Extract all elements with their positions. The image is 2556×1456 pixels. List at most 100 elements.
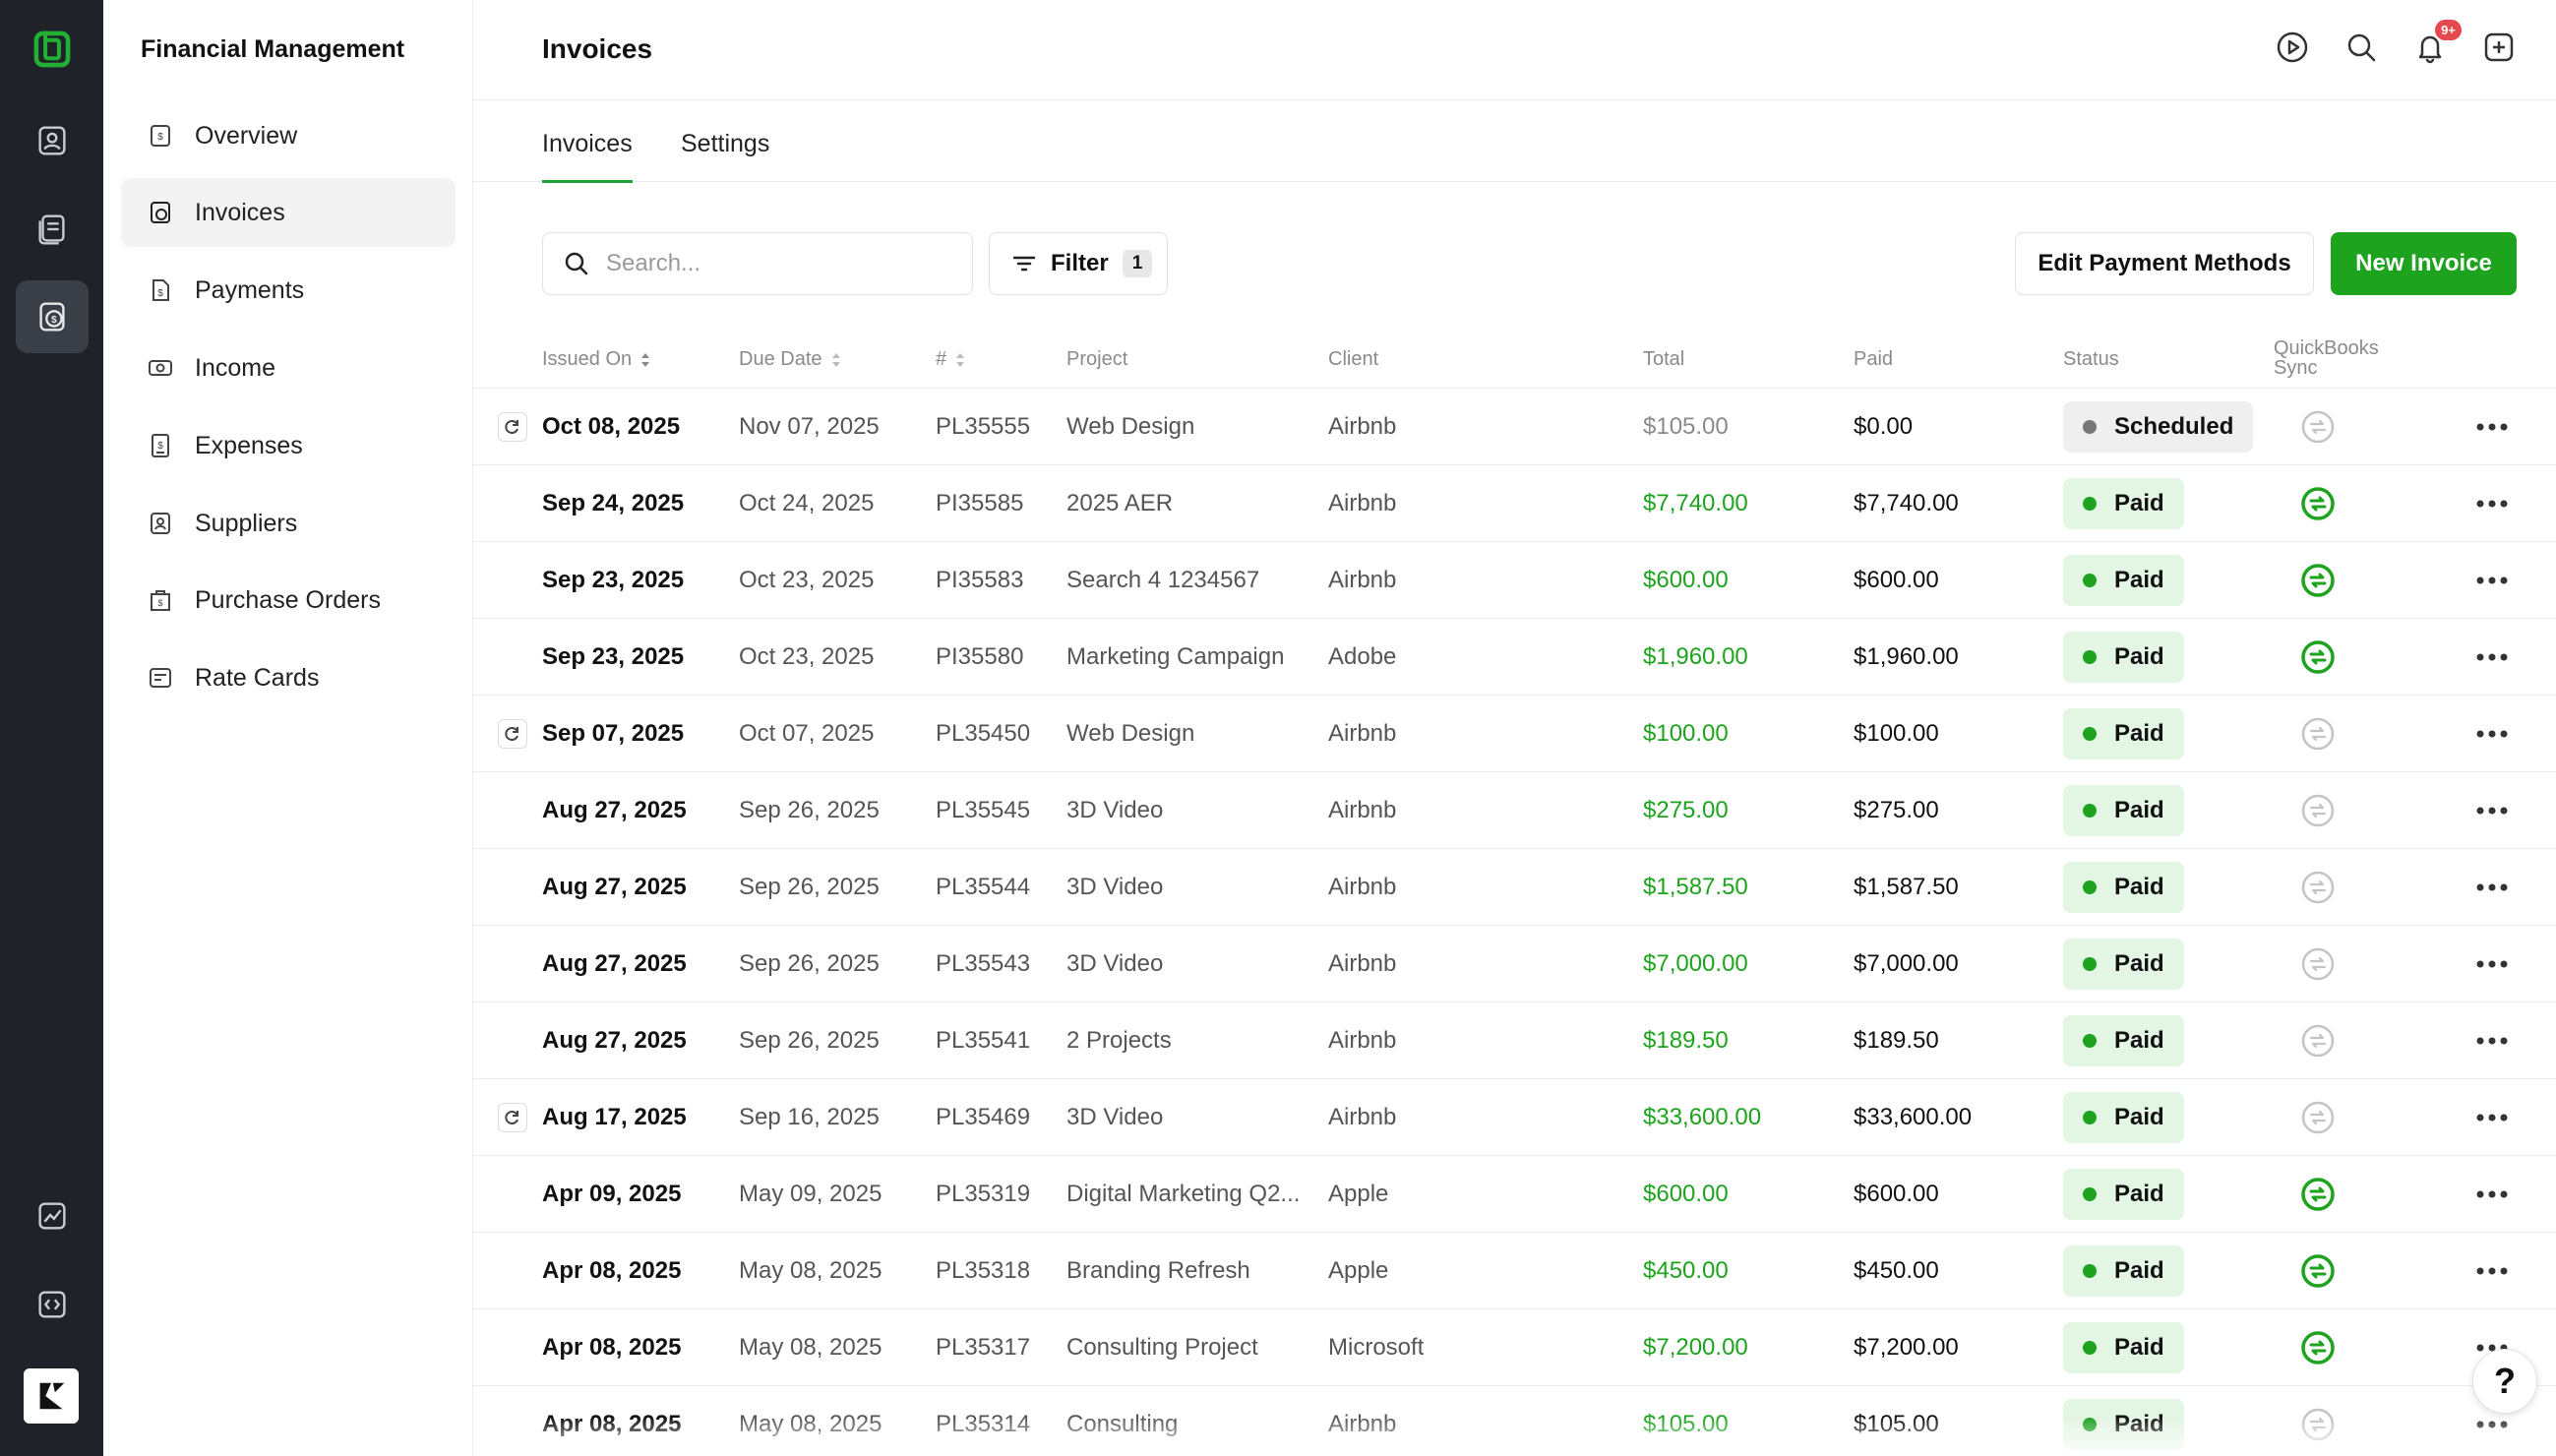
cell-project: Search 4 1234567 [1066,567,1260,593]
notification-bell-icon[interactable]: 9+ [2412,20,2462,65]
sidebar-item-invoices[interactable]: Invoices [121,178,456,247]
status-badge: Paid [2063,708,2184,759]
more-options-icon[interactable] [2475,926,2509,1002]
cell-paid: $7,000.00 [1854,950,1959,977]
table-row[interactable]: Aug 27, 2025 Sep 26, 2025 PL35541 2 Project… [473,1002,2556,1079]
column-total: Total [1643,348,1685,370]
column-due-date[interactable]: Due Date [739,348,842,371]
more-options-icon[interactable] [2475,696,2509,772]
sidebar-item-purchase-orders[interactable]: $ Purchase Orders [121,566,456,635]
more-options-icon[interactable] [2475,1079,2509,1156]
cell-paid: $275.00 [1854,797,1939,823]
table-row[interactable]: Sep 23, 2025 Oct 23, 2025 PI35583 Search 4 … [473,542,2556,619]
quickbooks-sync-icon[interactable] [2283,1079,2352,1156]
more-options-icon[interactable] [2475,465,2509,542]
tab-settings[interactable]: Settings [681,130,770,157]
sidebar-item-expenses[interactable]: $ Expenses [121,411,456,480]
cell-due-date: Oct 23, 2025 [739,643,875,670]
app-logo-icon[interactable] [16,13,89,86]
cell-total: $105.00 [1643,413,1729,440]
svg-text:$: $ [157,598,162,608]
sort-icon [639,350,651,370]
cell-due-date: May 08, 2025 [739,1257,882,1284]
sidebar-item-payments[interactable]: $ Payments [121,256,456,325]
add-icon[interactable] [2481,30,2517,65]
quickbooks-sync-icon[interactable] [2283,696,2352,772]
table-row[interactable]: Sep 24, 2025 Oct 24, 2025 PI35585 2025 AER A… [473,465,2556,542]
column-issued-on[interactable]: Issued On [542,348,651,371]
cell-paid: $7,740.00 [1854,490,1959,516]
cell-status: Paid [2063,696,2184,772]
tab-invoices[interactable]: Invoices [542,130,633,183]
recurring-icon[interactable] [498,412,527,442]
table-row[interactable]: Aug 27, 2025 Sep 26, 2025 PL35545 3D Video A… [473,772,2556,849]
filter-button[interactable]: Filter 1 [989,232,1168,295]
new-invoice-button[interactable]: New Invoice [2331,232,2517,295]
status-dot [2083,497,2097,511]
brand-icon[interactable] [24,1368,79,1424]
quickbooks-sync-icon[interactable] [2283,1309,2352,1386]
cell-project: 2025 AER [1066,490,1174,516]
more-options-icon[interactable] [2475,542,2509,619]
sidebar-item-rate-cards[interactable]: Rate Cards [121,643,456,712]
quickbooks-sync-icon[interactable] [2283,542,2352,619]
quickbooks-sync-icon[interactable] [2283,619,2352,696]
more-options-icon[interactable] [2475,619,2509,696]
status-dot [2083,957,2097,971]
table-row[interactable]: Apr 08, 2025 May 08, 2025 PL35318 Branding … [473,1233,2556,1309]
sidebar-item-suppliers[interactable]: Suppliers [121,489,456,558]
search-icon[interactable] [2343,30,2379,65]
quickbooks-sync-icon[interactable] [2283,849,2352,926]
table-row[interactable]: Apr 09, 2025 May 09, 2025 PL35319 Digital M… [473,1156,2556,1233]
code-icon[interactable] [16,1268,89,1341]
svg-text:$: $ [157,288,163,299]
recurring-icon[interactable] [498,1103,527,1132]
toolbar: Filter 1 Edit Payment Methods New Invoic… [542,232,2517,295]
more-options-icon[interactable] [2475,849,2509,926]
quickbooks-sync-icon[interactable] [2283,772,2352,849]
quickbooks-sync-icon[interactable] [2283,1386,2352,1456]
sidebar-item-income[interactable]: Income [121,334,456,402]
quickbooks-sync-icon[interactable] [2283,1156,2352,1233]
more-options-icon[interactable] [2475,1156,2509,1233]
quickbooks-sync-icon[interactable] [2283,926,2352,1002]
table-row[interactable]: Aug 17, 2025 Sep 16, 2025 PL35469 3D Video A… [473,1079,2556,1156]
quickbooks-sync-icon[interactable] [2283,1233,2352,1309]
play-icon[interactable] [2275,30,2310,65]
more-options-icon[interactable] [2475,1002,2509,1079]
quickbooks-sync-icon[interactable] [2283,1002,2352,1079]
help-button[interactable]: ? [2472,1349,2537,1414]
more-options-icon[interactable] [2475,772,2509,849]
recurring-icon[interactable] [498,719,527,749]
table-row[interactable]: Aug 27, 2025 Sep 26, 2025 PL35543 3D Video A… [473,926,2556,1002]
table-row[interactable]: Oct 08, 2025 Nov 07, 2025 PL35555 Web Desig… [473,389,2556,465]
cell-invoice-number: PI35585 [936,490,1024,516]
quickbooks-sync-icon[interactable] [2283,465,2352,542]
suppliers-icon [146,509,175,538]
cell-client: Airbnb [1328,720,1397,747]
cell-paid: $7,200.00 [1854,1334,1959,1361]
finance-icon[interactable]: $ [16,280,89,353]
status-badge: Paid [2063,632,2184,683]
table-row[interactable]: Apr 08, 2025 May 08, 2025 PL35314 Consultin… [473,1386,2556,1456]
table-row[interactable]: Sep 07, 2025 Oct 07, 2025 PL35450 Web Desig… [473,696,2556,772]
cell-paid: $105.00 [1854,1411,1939,1437]
search-box[interactable] [542,232,973,295]
analytics-icon[interactable] [16,1180,89,1252]
quickbooks-sync-icon[interactable] [2283,389,2352,465]
column-label: Issued On [542,348,633,370]
cell-issued-on: Sep 07, 2025 [542,720,685,747]
documents-icon[interactable] [16,193,89,266]
table-row[interactable]: Apr 08, 2025 May 08, 2025 PL35317 Consultin… [473,1309,2556,1386]
table-row[interactable]: Aug 27, 2025 Sep 26, 2025 PL35544 3D Video A… [473,849,2556,926]
cell-invoice-number: PL35541 [936,1027,1031,1054]
sidebar-item-overview[interactable]: $ Overview [121,101,456,170]
column-number[interactable]: # [936,348,966,371]
contacts-icon[interactable] [16,104,89,177]
edit-payment-methods-button[interactable]: Edit Payment Methods [2015,232,2314,295]
search-input[interactable] [606,250,941,277]
more-options-icon[interactable] [2475,389,2509,465]
sidebar: Financial Management $ Overview Invoices… [103,0,473,1456]
table-row[interactable]: Sep 23, 2025 Oct 23, 2025 PI35580 Marketing… [473,619,2556,696]
more-options-icon[interactable] [2475,1233,2509,1309]
